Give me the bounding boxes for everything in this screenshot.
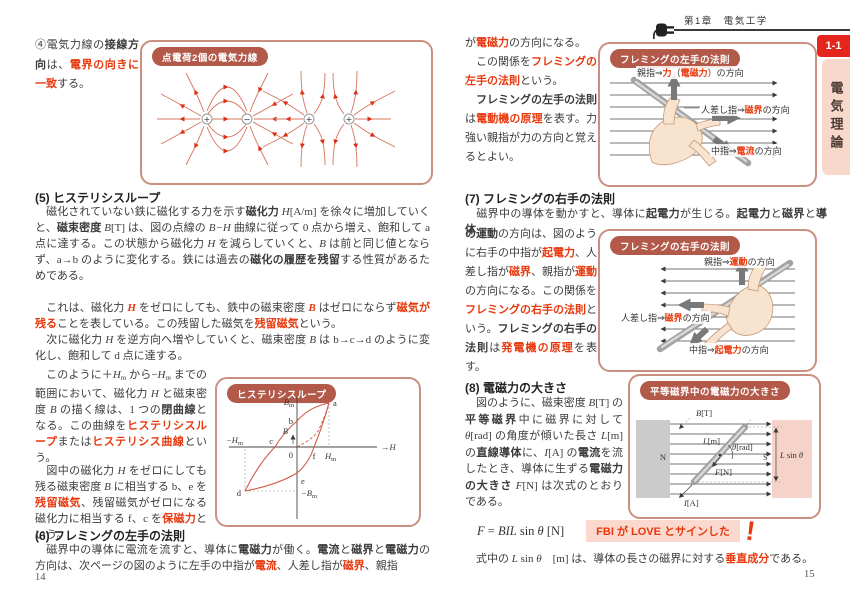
north-pole xyxy=(636,420,670,498)
formula-row: F = BIL sin θ [N] FBI が LOVE とサインした ! xyxy=(477,515,758,547)
loop-ascending-branch xyxy=(244,402,330,492)
svg-text:−Hm: −Hm xyxy=(226,435,243,447)
figure-title-pill: フレミングの左手の法則 xyxy=(610,49,741,68)
svg-text:N: N xyxy=(660,452,666,462)
svg-text:θ[rad]: θ[rad] xyxy=(732,442,753,452)
paragraph: フレミングの左手の法則は電動機の原理を表す。力強い親指が力の方向と覚えるとよい。 xyxy=(465,94,598,163)
middle-finger-label: 中指⇒起電力の方向 xyxy=(688,343,770,356)
field-lines-diagram: + − + + xyxy=(157,70,396,168)
svg-text:0: 0 xyxy=(289,450,293,460)
svg-text:B[T]: B[T] xyxy=(696,408,712,418)
paragraph-lsin-note: 式中の L sin θ [m] は、導体の長さの磁界に対する垂直成分である。 xyxy=(465,553,814,565)
theta-angle-arc xyxy=(727,444,733,460)
svg-text:d: d xyxy=(237,488,242,498)
svg-text:+: + xyxy=(306,115,313,124)
thumb-label: 親指⇒運動の方向 xyxy=(703,255,776,268)
paragraph-hysteresis-5: 図中の磁化力 H をゼロにしても残る磁束密度 B に相当する b、e を残留磁気… xyxy=(35,465,208,541)
rod-center-point xyxy=(718,453,722,457)
svg-text:S: S xyxy=(763,452,768,462)
chart-labels: Bm a b c B −Hm 0 f Hm →H e d −Bm xyxy=(226,397,396,500)
paragraph: が電磁力の方向になる。 xyxy=(465,37,586,49)
section-number-tab: 1-1 xyxy=(817,35,850,57)
diagram-labels: B[T] N S L[m] θ[rad] F[N] I[A] L sin θ xyxy=(660,408,803,508)
svg-text:F[N]: F[N] xyxy=(714,467,732,477)
middle-finger-label: 中指⇒電流の方向 xyxy=(710,144,783,157)
figure-title-pill: フレミングの右手の法則 xyxy=(610,236,741,255)
svg-text:e: e xyxy=(301,476,305,486)
figure-fleming-right-hand: フレミングの右手の法則 親指⇒運動の方向 人差し指⇒磁界の方向 中指⇒起電力の方… xyxy=(598,229,817,372)
south-pole xyxy=(772,420,812,498)
power-plug-icon xyxy=(652,20,676,40)
heading-hysteresis: (5) ヒステリシスループ xyxy=(35,191,161,205)
heading-fleming-left: (6) フレミングの左手の法則 xyxy=(35,529,186,543)
right-hand-illustration xyxy=(701,262,774,350)
figure-em-force-magnitude: 平等磁界中の電磁力の大きさ B[T] N S xyxy=(628,374,821,519)
like-charge-field-lines xyxy=(262,70,396,168)
figure-point-charge-field-lines: 点電荷2個の電気力線 xyxy=(140,40,433,185)
paragraph: この関係をフレミングの左手の法則という。 xyxy=(465,56,597,87)
svg-text:L[m]: L[m] xyxy=(702,436,720,446)
section-title-tab: 電気理論 xyxy=(822,59,850,175)
paragraph-hysteresis-1: 磁化されていない鉄に磁化する力を示す磁化力 H[A/m] を徐々に増加していくと… xyxy=(35,206,433,282)
page-number-left: 14 xyxy=(35,572,46,583)
guide-lines xyxy=(244,402,330,492)
paragraph-hysteresis-4: このように＋Hm から−Hm までの範囲において、磁化力 H と磁束密度 B の… xyxy=(35,369,208,465)
exclamation-mark: ! xyxy=(743,515,758,547)
svg-text:Bm: Bm xyxy=(284,397,294,409)
bh-axes xyxy=(229,397,377,519)
heading-electromagnetic-force: (8) 電磁力の大きさ xyxy=(465,381,568,395)
svg-text:→H: →H xyxy=(381,442,397,452)
svg-text:c: c xyxy=(269,436,273,446)
paragraph-fleming-right-2: の運動の方向は、図のように右手の中指が起電力、人差し指が磁界、親指が運動の方向に… xyxy=(465,228,598,373)
fleming-right-diagram xyxy=(656,258,795,353)
loop-descending-branch xyxy=(244,402,330,492)
figure-title-pill: 点電荷2個の電気力線 xyxy=(152,47,268,66)
em-force-formula: F = BIL sin θ [N] xyxy=(477,523,565,538)
figure-hysteresis-loop: ヒステリシスループ Bm a b c B −Hm 0 f xyxy=(215,377,421,527)
svg-text:I[A]: I[A] xyxy=(683,498,699,508)
left-hand-illustration xyxy=(648,95,721,167)
index-finger-label: 人差し指⇒磁界の方向 xyxy=(620,311,711,324)
chapter-header: 第1章 電気工学 xyxy=(684,16,768,27)
svg-text:b: b xyxy=(289,416,293,426)
paragraph-fleming-left-cont: が電磁力の方向になる。 この関係をフレミングの左手の法則という。 フレミングの左… xyxy=(465,34,597,167)
mnemonic-box: FBI が LOVE とサインした xyxy=(586,520,741,542)
figure-title-pill: 平等磁界中の電磁力の大きさ xyxy=(640,381,791,400)
magnetic-field-lines xyxy=(670,421,772,497)
hysteresis-chart: Bm a b c B −Hm 0 f Hm →H e d −Bm xyxy=(226,397,397,519)
figure-fleming-left-hand: フレミングの左手の法則 親指⇒力（電磁力）の方向 人差し指⇒磁界の方向 中指⇒電… xyxy=(598,42,817,187)
paragraph-hysteresis-3: 次に磁化力 H を逆方向へ増やしていくと、磁束密度 B は b→c→d のように… xyxy=(35,334,431,362)
heading-fleming-right: (7) フレミングの右手の法則 xyxy=(465,192,616,206)
svg-text:+: + xyxy=(204,115,211,124)
thumb-label: 親指⇒力（電磁力）の方向 xyxy=(636,66,745,79)
point-charges: + − + + xyxy=(201,113,355,125)
svg-text:+: + xyxy=(346,115,353,124)
initial-magnetization-curve xyxy=(296,402,330,448)
svg-text:−Bm: −Bm xyxy=(301,488,317,500)
emf-direction-arrow xyxy=(689,326,710,346)
paragraph-em-force: 図のように、磁束密度 B[T] の平等磁界中に磁界に対して θ[rad] の角度… xyxy=(465,397,626,508)
svg-text:Hm: Hm xyxy=(324,451,336,463)
paragraph-fleming-right-1: 磁界中の導体を動かすと、導体に起電力が生じる。起電力と磁界と導体 xyxy=(465,208,828,236)
paragraph-hysteresis-2: これは、磁化力 H をゼロにしても、鉄中の磁束密度 B はゼロにならず磁気が残る… xyxy=(35,302,431,330)
svg-text:B: B xyxy=(283,426,288,436)
svg-text:L sin θ: L sin θ xyxy=(779,450,803,460)
note-tangent-direction: ④電気力線の接線方向は、電界の向きに一致する。 xyxy=(35,39,139,90)
em-force-diagram: B[T] N S L[m] θ[rad] F[N] I[A] L sin θ xyxy=(636,408,812,508)
svg-text:f: f xyxy=(313,451,316,461)
figure-title-pill: ヒステリシスループ xyxy=(227,384,337,403)
page-number-right: 15 xyxy=(804,569,815,580)
current-arrow xyxy=(678,484,693,499)
header-rule xyxy=(674,29,850,31)
flux-density-pointer xyxy=(678,417,691,430)
index-finger-label: 人差し指⇒磁界の方向 xyxy=(700,103,791,116)
force-arrow xyxy=(712,456,721,468)
svg-text:a: a xyxy=(333,398,337,408)
dimension-ticks xyxy=(687,419,782,490)
paragraph-fleming-left-intro: 磁界中の導体に電流を流すと、導体に電磁力が働く。電流と磁界と電磁力の方向は、次ペ… xyxy=(35,544,431,572)
svg-text:−: − xyxy=(244,115,251,124)
